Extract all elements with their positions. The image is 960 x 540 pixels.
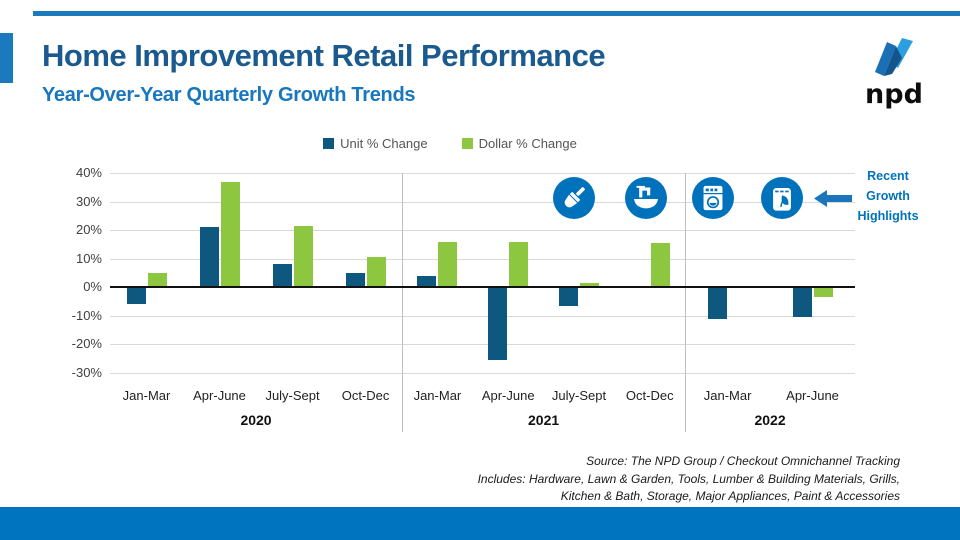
y-axis-tick-label: 10% [75, 250, 102, 266]
x-axis-label: Apr-June [786, 388, 839, 403]
year-separator [402, 173, 404, 432]
left-accent-bar [0, 33, 13, 83]
bar-dollar-2020-Jan-Mar [147, 273, 167, 288]
year-label-2021: 2021 [528, 412, 560, 428]
bar-unit-2021-July-Sept [558, 287, 578, 306]
legend-item: Unit % Change [323, 136, 428, 151]
legend-label: Dollar % Change [478, 136, 577, 151]
gridline [110, 344, 855, 346]
year-group-cells: Jan-Mar Apr-June July-Sept Oct-Dec [110, 173, 402, 403]
year-separator [685, 173, 687, 432]
y-axis-tick-label: 30% [75, 193, 102, 209]
bottom-accent-bar [0, 507, 960, 540]
quarter-cell: Apr-June [183, 173, 256, 403]
y-axis-tick-label: 40% [75, 165, 102, 180]
paint-brush-icon [553, 177, 595, 219]
bar-unit-2022-Apr-June [792, 287, 812, 318]
legend-label: Unit % Change [340, 136, 428, 151]
bar-unit-2020-July-Sept [272, 264, 292, 288]
highlight-line-2: Growth [866, 189, 910, 203]
plot-area: Jan-Mar Apr-June July-Sept Oct-Dec 2020 Jan-M… [110, 173, 855, 432]
x-axis-label: Apr-June [193, 388, 246, 403]
bar-unit-2020-Oct-Dec [345, 273, 365, 288]
gridline [110, 258, 855, 260]
bar-dollar-2021-Oct-Dec [650, 243, 670, 288]
y-axis-tick-label: 20% [75, 222, 102, 238]
npd-logo-text: npd [865, 79, 923, 110]
quarter-cell: Apr-June [770, 173, 855, 403]
bar-dollar-2020-July-Sept [293, 225, 313, 288]
source-line-3: Kitchen & Bath, Storage, Major Appliance… [560, 489, 900, 503]
x-axis-label: Jan-Mar [703, 388, 752, 403]
year-label-2020: 2020 [240, 412, 272, 428]
bar-unit-2022-Jan-Mar [707, 287, 727, 319]
year-group-cells: Jan-Mar Apr-June July-Sept Oct-Dec [402, 173, 685, 403]
page-title: Home Improvement Retail Performance [42, 38, 606, 73]
bar-dollar-2021-July-Sept [579, 283, 599, 288]
gridline [110, 173, 855, 174]
y-axis-tick-label: -30% [71, 365, 102, 380]
lawn-garden-bag-icon [761, 177, 803, 219]
bar-dollar-2022-Apr-June [813, 287, 833, 298]
quarter-cell: Apr-June [473, 173, 544, 403]
npd-logo-icon [875, 38, 913, 76]
x-axis-label: Apr-June [481, 388, 535, 403]
bar-dollar-2020-Apr-June [220, 181, 240, 288]
npd-logo: npd [852, 36, 936, 110]
bar-unit-2020-Apr-June [199, 227, 219, 288]
bar-unit-2021-Jan-Mar [417, 275, 437, 288]
washing-machine-icon [692, 177, 734, 219]
quarter-cell: July-Sept [256, 173, 329, 403]
page-subtitle: Year-Over-Year Quarterly Growth Trends [42, 84, 416, 106]
chart-legend: Unit % Change Dollar % Change [110, 136, 790, 151]
recent-growth-highlights-label: Recent Growth Highlights [840, 166, 936, 226]
bar-unit-2021-Apr-June [488, 287, 508, 361]
y-axis-tick-label: 0% [83, 279, 102, 295]
x-axis-label: July-Sept [551, 388, 607, 403]
quarter-cell: Jan-Mar [402, 173, 473, 403]
gridline [110, 373, 855, 374]
source-line-2: Includes: Hardware, Lawn & Garden, Tools… [477, 471, 900, 486]
bar-dollar-2021-Apr-June [509, 241, 529, 288]
year-label-2022: 2022 [754, 412, 786, 428]
x-axis-label: Oct-Dec [625, 388, 674, 403]
x-axis-label: Jan-Mar [413, 388, 462, 403]
zero-line [110, 286, 855, 289]
highlight-arrow-icon [814, 190, 852, 212]
gridline [110, 230, 855, 232]
y-axis-labels: 40% 30% 20% 10% 0% -10% -20% -30% [40, 165, 102, 380]
highlight-line-1: Recent [867, 169, 909, 183]
x-axis-label: Oct-Dec [341, 388, 390, 403]
x-axis-label: July-Sept [265, 388, 320, 403]
source-note: Source: The NPD Group / Checkout Omnicha… [260, 453, 900, 506]
bar-unit-2020-Jan-Mar [126, 287, 146, 305]
legend-item: Dollar % Change [461, 136, 577, 151]
highlight-line-3: Highlights [857, 209, 919, 223]
y-axis-tick-label: -20% [71, 336, 102, 352]
bar-dollar-2021-Jan-Mar [438, 241, 458, 288]
gridline [110, 201, 855, 203]
quarter-cell: Oct-Dec [329, 173, 402, 403]
quarter-cell: Jan-Mar [110, 173, 183, 403]
year-group-2021: Jan-Mar Apr-June July-Sept Oct-Dec 2021 [402, 173, 685, 428]
bar-dollar-2020-Oct-Dec [366, 257, 386, 288]
x-axis-label: Jan-Mar [122, 388, 171, 403]
sink-icon [625, 177, 667, 219]
source-line-1: Source: The NPD Group / Checkout Omnicha… [586, 454, 900, 468]
quarter-cell: July-Sept [544, 173, 615, 403]
top-accent-rule [33, 11, 960, 16]
gridline [110, 315, 855, 317]
y-axis-tick-label: -10% [71, 307, 102, 323]
legend-swatch [461, 138, 473, 149]
year-group-2020: Jan-Mar Apr-June July-Sept Oct-Dec 2020 [110, 173, 402, 428]
legend-swatch [323, 138, 335, 149]
